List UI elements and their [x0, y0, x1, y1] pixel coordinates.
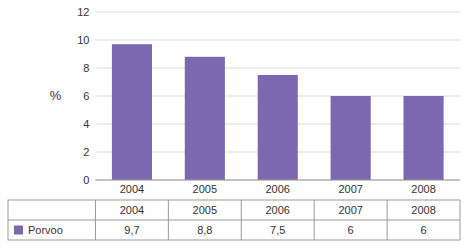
- y-tick-label: 0: [83, 174, 89, 186]
- table-value: 6: [420, 224, 426, 236]
- y-tick-label: 2: [83, 146, 89, 158]
- table-header: 2008: [411, 204, 435, 216]
- y-tick-label: 6: [83, 90, 89, 102]
- grid: [95, 12, 460, 180]
- table-header: 2006: [265, 204, 289, 216]
- x-axis-line: [95, 180, 460, 181]
- bar: [331, 96, 371, 180]
- table-divider: [314, 200, 315, 240]
- table-value: 6: [348, 224, 354, 236]
- table-value: 9,7: [124, 224, 139, 236]
- table-header: 2007: [338, 204, 362, 216]
- grid-line: [95, 40, 460, 41]
- x-tick-label: 2006: [265, 183, 289, 195]
- table-divider: [387, 200, 388, 240]
- grid-line: [95, 12, 460, 13]
- y-tick-label: 4: [83, 118, 89, 130]
- y-tick-label: 12: [77, 6, 89, 18]
- x-tick-label: 2007: [338, 183, 362, 195]
- table-divider: [241, 200, 242, 240]
- y-tick-label: 10: [77, 34, 89, 46]
- data-table: 2004 2005 2006 2007 2008 Porvoo 9,7 8,8 7,5 6 6: [8, 200, 460, 240]
- table-border: [8, 200, 460, 240]
- grid-line: [95, 180, 460, 181]
- x-tick-label: 2004: [120, 183, 144, 195]
- y-tick-label: 8: [83, 62, 89, 74]
- bar: [112, 44, 152, 180]
- legend-label: Porvoo: [28, 224, 63, 236]
- bar: [185, 57, 225, 180]
- bar: [404, 96, 444, 180]
- table-value: 8,8: [197, 224, 212, 236]
- y-axis-label: %: [50, 88, 62, 103]
- chart: 024681012%200420052006200720082004200520…: [0, 0, 468, 250]
- table-header: 2005: [193, 204, 217, 216]
- chart-container: 024681012%200420052006200720082004200520…: [0, 0, 468, 250]
- table-divider: [8, 220, 460, 221]
- x-tick-label: 2005: [193, 183, 217, 195]
- bars: [112, 44, 444, 180]
- x-tick-label: 2008: [411, 183, 435, 195]
- table-value: 7,5: [270, 224, 285, 236]
- legend-swatch: [14, 226, 23, 235]
- table-divider: [168, 200, 169, 240]
- table-header: 2004: [120, 204, 144, 216]
- bar: [258, 75, 298, 180]
- table-divider: [95, 200, 96, 240]
